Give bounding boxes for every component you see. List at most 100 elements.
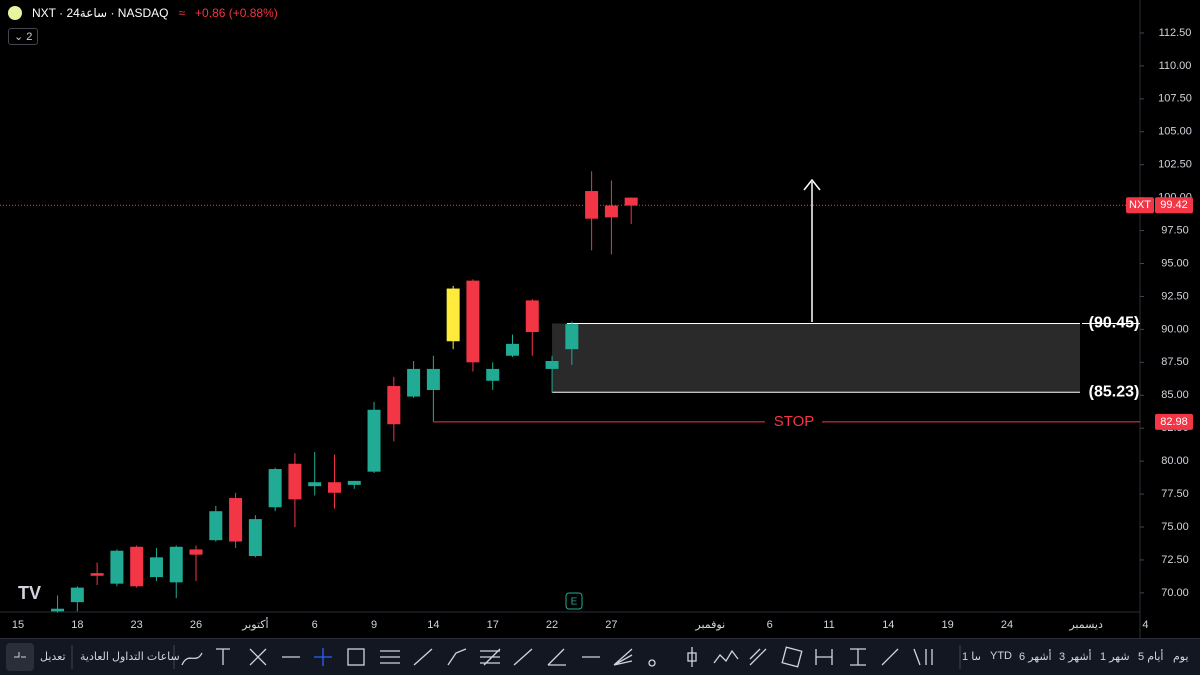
x-tick-label: 27 [605, 619, 617, 631]
tool[interactable] [713, 649, 739, 664]
x-tick-label: أكتوبر [241, 617, 268, 631]
candle-body [585, 191, 599, 219]
event-icon-label: E [571, 597, 578, 608]
y-tick-label: 80.00 [1161, 455, 1189, 467]
range-button[interactable]: 3 أشهر [1059, 651, 1092, 663]
candle-body [545, 361, 559, 369]
tool[interactable] [249, 648, 267, 666]
change: +0.86 (+0.88%) [195, 6, 278, 20]
tool[interactable] [447, 648, 467, 666]
tool[interactable] [781, 646, 803, 668]
candle-body [486, 368, 500, 381]
tool[interactable] [181, 652, 203, 666]
tool[interactable] [648, 659, 656, 667]
tool[interactable] [850, 648, 866, 666]
y-tick-label: 90.00 [1161, 323, 1189, 335]
toolbar-icons [6, 643, 961, 671]
tool[interactable] [513, 648, 533, 666]
x-tick-label: 24 [1001, 619, 1013, 631]
tool[interactable] [881, 648, 899, 666]
range-button[interactable]: 1 شهر [1100, 651, 1130, 663]
symbol[interactable]: NXT · 24ساعة · NASDAQ [32, 6, 169, 20]
x-tick-label: 15 [12, 619, 24, 631]
x-tick-label: 11 [823, 619, 834, 631]
candle-body [506, 343, 519, 356]
y-tick-label: 72.50 [1161, 554, 1189, 566]
tool[interactable] [216, 648, 230, 665]
y-tick-label: 75.00 [1161, 521, 1189, 533]
candle-body [466, 280, 480, 363]
range-button[interactable]: YTD [990, 650, 1012, 662]
tool[interactable] [413, 648, 433, 666]
tool[interactable] [913, 648, 933, 666]
candle-body [268, 469, 282, 508]
candle-body [327, 482, 341, 493]
candle-body [367, 409, 381, 472]
tool[interactable] [749, 648, 767, 666]
candle-body [229, 498, 243, 542]
x-tick-label: 9 [371, 619, 377, 631]
indicator-toggle[interactable]: ⌄ 2 [8, 28, 39, 45]
price-tag-label: 99.42 [1160, 199, 1188, 211]
cursor-icon [14, 652, 26, 658]
candle-body [407, 368, 421, 397]
symbol-tag [1126, 197, 1154, 214]
y-tick-label: 92.50 [1161, 290, 1189, 302]
symbol-tag-label: NXT [1129, 199, 1151, 211]
tool[interactable] [347, 648, 365, 666]
bottom-toolbar: تعديل ساعات التداول العادية 1 سا YTD 6 أ… [0, 638, 1200, 675]
edit-button[interactable]: تعديل [40, 651, 66, 663]
tool[interactable] [480, 648, 501, 666]
x-tick-label: 17 [487, 619, 499, 631]
range-button[interactable]: يوم [1173, 651, 1189, 663]
y-tick-label: 112.50 [1159, 27, 1192, 39]
tool[interactable] [380, 650, 400, 664]
range-button[interactable]: 5 أيام [1138, 651, 1164, 663]
cursor-button[interactable] [6, 643, 34, 671]
candle-body [51, 608, 65, 612]
x-tick-label: 6 [312, 619, 318, 631]
status-icon: ≈ [178, 6, 186, 20]
x-tick-label: 19 [942, 619, 954, 631]
candle-body [70, 587, 84, 603]
interval-button[interactable]: 1 سا [962, 651, 980, 663]
session-button[interactable]: ساعات التداول العادية [80, 651, 180, 663]
y-tick-label: 105.00 [1158, 126, 1192, 138]
y-tick-label: 85.00 [1161, 389, 1189, 401]
tool[interactable] [687, 647, 697, 667]
arrow-head [803, 178, 821, 191]
x-tick-label: نوفمبر [694, 619, 725, 631]
tool[interactable] [613, 648, 633, 666]
y-tick-label: 95.00 [1161, 257, 1189, 269]
candle-body [130, 546, 144, 587]
logo: TV [18, 583, 41, 603]
x-tick-label: 22 [546, 619, 558, 631]
tool[interactable] [314, 648, 332, 666]
indicator-count: 2 [26, 31, 33, 43]
y-tick-label: 87.50 [1161, 356, 1189, 368]
x-tick-label: 23 [131, 619, 143, 631]
x-tick-label: 14 [882, 619, 894, 631]
x-tick-label: 18 [71, 619, 83, 631]
y-tick-label: 110.00 [1159, 60, 1192, 72]
candle-body [288, 463, 302, 500]
candle-body [426, 368, 440, 390]
candle-body [624, 197, 638, 206]
tool[interactable] [815, 649, 833, 665]
candle-body [248, 519, 262, 557]
y-tick-label: 77.50 [1161, 488, 1189, 500]
x-tick-label: 26 [190, 619, 202, 631]
x-tick-label: 14 [427, 619, 439, 631]
candle-body [209, 511, 223, 541]
drawing-tools [181, 646, 933, 668]
zone-bottom-label: (85.23) [1089, 383, 1140, 400]
candle-body [525, 300, 539, 333]
symbol-icon [8, 6, 22, 20]
tool[interactable] [547, 648, 566, 666]
candle-body [169, 546, 183, 583]
range-button[interactable]: 6 أشهر [1019, 651, 1052, 663]
y-tick-label: 97.50 [1161, 224, 1189, 236]
price-tag [1155, 197, 1193, 214]
